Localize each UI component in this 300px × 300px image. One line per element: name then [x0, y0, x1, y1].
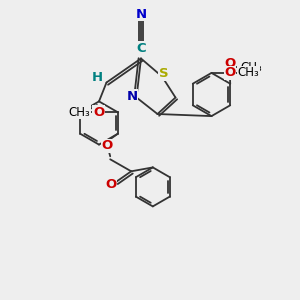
Text: O: O: [105, 178, 116, 191]
Text: O: O: [224, 66, 236, 80]
Text: CH₃: CH₃: [237, 66, 259, 80]
Text: C: C: [136, 41, 146, 55]
Text: N: N: [135, 8, 147, 21]
Text: O: O: [224, 57, 235, 70]
Text: O: O: [93, 106, 104, 119]
Text: S: S: [159, 67, 168, 80]
Text: N: N: [126, 89, 138, 103]
Text: CH₃: CH₃: [69, 106, 91, 119]
Text: O: O: [102, 139, 113, 152]
Text: CH₃: CH₃: [240, 61, 262, 74]
Text: H: H: [91, 70, 103, 84]
